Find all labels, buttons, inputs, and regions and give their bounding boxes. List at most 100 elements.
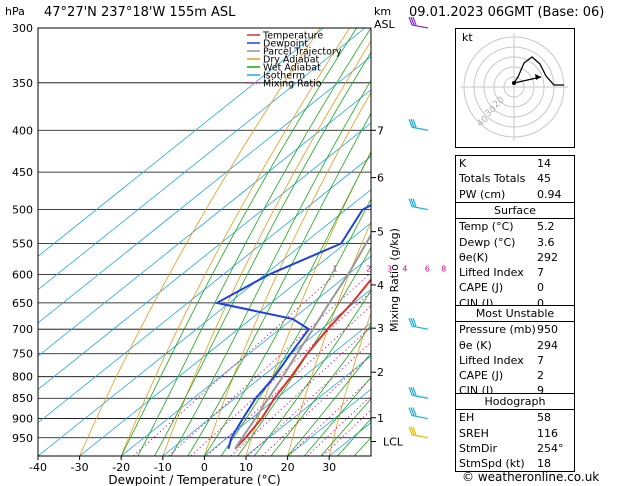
- legend-label: Temperature: [262, 31, 323, 42]
- wind-barb: [408, 198, 429, 211]
- hodo-value: 254°: [537, 441, 564, 455]
- parcel-trajectory-curve: [234, 232, 371, 450]
- pressure-tick-label: 700: [12, 323, 33, 336]
- mixing-ratio-line: [190, 291, 371, 456]
- legend-label: Dry Adiabat: [263, 55, 320, 66]
- mixing-ratio-label: 2: [366, 264, 371, 273]
- hodo-unit-label: kt: [462, 31, 473, 44]
- pressure-tick-label: 550: [12, 237, 33, 250]
- wind-barb: [408, 119, 429, 131]
- x-tick-label: 30: [322, 461, 336, 474]
- surface-row: CAPE (J) 0: [456, 280, 574, 295]
- most-unstable-title: Most Unstable: [475, 307, 555, 320]
- mu-value: 294: [537, 338, 558, 352]
- mixing-ratio-line: [132, 274, 336, 456]
- mu-label: CAPE (J): [459, 369, 504, 383]
- dry-adiabat-line: [120, 28, 351, 456]
- mixing-ratio-line: [247, 341, 371, 456]
- wet-adiabat-line: [204, 151, 371, 456]
- dry-adiabat-line: [287, 221, 371, 456]
- wet-adiabat-line: [120, 28, 357, 456]
- dry-adiabat-line: [162, 40, 371, 456]
- isotherm-line: [38, 55, 371, 324]
- wet-adiabat-line: [220, 198, 371, 456]
- mixing-ratio-label: 3: [387, 264, 392, 273]
- wind-barb: [408, 16, 429, 29]
- sounding-curves: [214, 204, 371, 450]
- surface-value: 5.2: [537, 220, 555, 234]
- indices-table: K 14 Totals Totals 45 PW (cm) 0.94: [455, 155, 575, 203]
- surface-label: Temp (°C): [459, 220, 514, 234]
- hodo-label: StmDir: [459, 441, 498, 455]
- mu-label: Pressure (mb): [459, 323, 536, 337]
- isotherm-line: [38, 122, 371, 390]
- mixing-ratio-label: 1: [332, 264, 337, 273]
- pressure-tick-label: 900: [12, 413, 33, 426]
- surface-row: Dewp (°C) 3.6: [456, 235, 574, 250]
- x-tick-label: 20: [281, 461, 295, 474]
- pressure-tick-label: 650: [12, 297, 33, 310]
- surface-value: 292: [537, 250, 558, 264]
- legend-label: Mixing Ratio: [263, 79, 322, 90]
- wet-adiabat-line: [187, 112, 371, 456]
- credit-text: © weatheronline.co.uk: [462, 470, 600, 484]
- km-tick-label: 4: [377, 279, 384, 292]
- dry-adiabat-line: [579, 28, 629, 456]
- location-label: 47°27'N 237°18'W 155m ASL: [44, 5, 236, 20]
- hodo-trace: [513, 56, 564, 86]
- km-label: km: [374, 5, 392, 18]
- mu-value: 950: [537, 323, 558, 337]
- surface-label: θe(K): [459, 250, 489, 264]
- wet-adiabat-line: [320, 398, 371, 456]
- legend-label: Isotherm: [263, 71, 305, 82]
- isotherm-line: [245, 355, 371, 456]
- mu-row: Lifted Index 7: [456, 353, 574, 368]
- mixing-ratio-line: [287, 377, 371, 456]
- legend-label: Dewpoint: [263, 39, 308, 50]
- hodo-label: EH: [459, 411, 475, 425]
- x-tick-label: 0: [201, 461, 208, 474]
- mixing-ratio-axis-label: Mixing Ratio (g/kg): [388, 228, 401, 332]
- isotherm-line: [38, 28, 324, 257]
- wind-barb: [408, 387, 429, 399]
- surface-label: CAPE (J): [459, 281, 504, 295]
- mu-value: 7: [537, 353, 544, 367]
- temperature-curve: [234, 277, 371, 450]
- datetime-label: 09.01.2023 06GMT (Base: 06): [409, 5, 605, 20]
- pressure-tick-label: 800: [12, 371, 33, 384]
- dry-adiabat-line: [79, 28, 321, 456]
- hodograph-plot: kt 40 30 20: [460, 31, 568, 141]
- pressure-tick-label: 850: [12, 392, 33, 405]
- x-tick-label: -40: [29, 461, 47, 474]
- wet-adiabat-line: [253, 289, 371, 456]
- wet-adiabat-line: [270, 324, 371, 456]
- mixing-ratio-label: 6: [425, 264, 430, 273]
- hodograph-title: Hodograph: [484, 395, 546, 408]
- wind-barb: [408, 317, 429, 330]
- mixing-ratio-line: [168, 274, 370, 456]
- km-tick-label: 7: [377, 124, 384, 137]
- most-unstable-table: Most Unstable Pressure (mb) 950 θe (K) 294…: [455, 305, 575, 400]
- pressure-tick-label: 400: [12, 124, 33, 137]
- pressure-tick-label: 950: [12, 432, 33, 445]
- surface-row: Temp (°C) 5.2: [456, 219, 574, 234]
- index-label: PW (cm): [459, 187, 506, 201]
- isotherm-line: [38, 155, 371, 424]
- wet-adiabat-line: [170, 79, 371, 456]
- index-value: 14: [537, 157, 551, 170]
- isotherm-line: [162, 288, 371, 456]
- wind-barbs: [408, 16, 429, 439]
- surface-table: Surface Temp (°C) 5.2 Dewp (°C) 3.6 θe(K) 2…: [455, 202, 575, 313]
- pressure-tick-label: 500: [12, 204, 33, 217]
- km-tick-label: 5: [377, 226, 384, 239]
- index-row-pw: PW (cm) 0.94: [456, 187, 574, 202]
- hodograph-table: Hodograph EH 58 SREH 116 StmDir 254° StmSpd…: [455, 393, 575, 473]
- hodo-label: SREH: [459, 426, 489, 440]
- surface-title: Surface: [494, 204, 536, 217]
- pressure-tick-label: 750: [12, 348, 33, 361]
- isotherm-line: [38, 28, 366, 291]
- dry-adiabat-line: [620, 28, 629, 456]
- mixing-ratio-line: [322, 409, 371, 456]
